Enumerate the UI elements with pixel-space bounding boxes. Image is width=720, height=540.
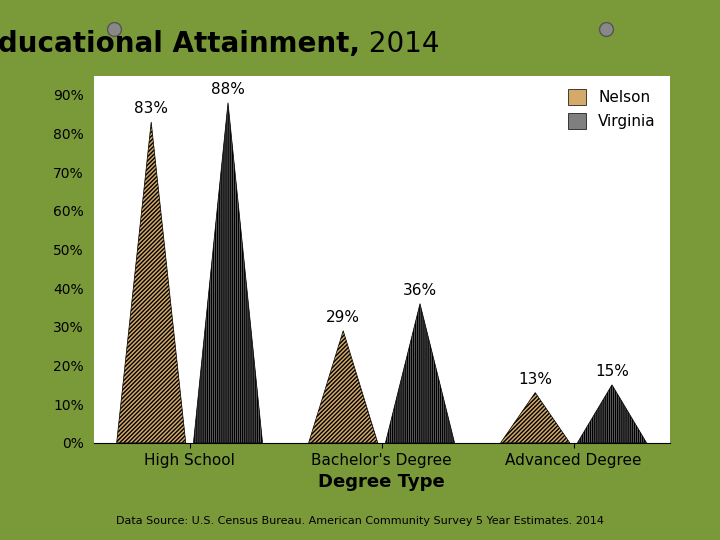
- Text: 88%: 88%: [211, 82, 245, 97]
- Polygon shape: [194, 103, 263, 443]
- Polygon shape: [117, 122, 186, 443]
- Legend: Nelson, Virginia: Nelson, Virginia: [562, 83, 662, 135]
- Polygon shape: [385, 303, 454, 443]
- Text: 15%: 15%: [595, 364, 629, 379]
- Text: 2014: 2014: [360, 30, 439, 58]
- Text: 36%: 36%: [403, 283, 437, 298]
- Text: Data Source: U.S. Census Bureau. American Community Survey 5 Year Estimates. 201: Data Source: U.S. Census Bureau. America…: [116, 516, 604, 526]
- Text: 83%: 83%: [134, 101, 168, 116]
- X-axis label: Degree Type: Degree Type: [318, 473, 445, 491]
- Polygon shape: [577, 385, 647, 443]
- Text: Educational Attainment,: Educational Attainment,: [0, 30, 360, 58]
- Text: 13%: 13%: [518, 372, 552, 387]
- Polygon shape: [500, 393, 570, 443]
- Text: 29%: 29%: [326, 310, 360, 325]
- Polygon shape: [309, 330, 378, 443]
